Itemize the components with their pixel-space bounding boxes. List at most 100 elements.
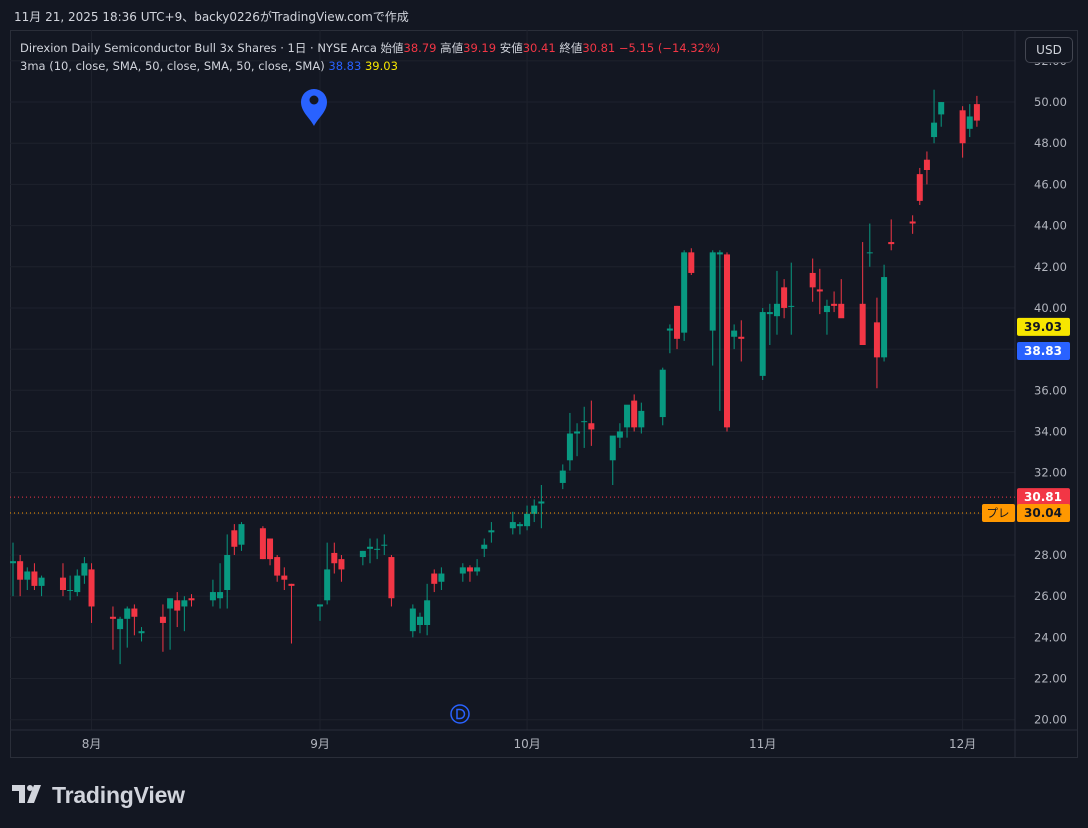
candle-body [688, 252, 695, 273]
candle-body [724, 254, 730, 428]
tradingview-brand[interactable]: TradingView [12, 782, 185, 809]
ma50-badge-bg [1017, 317, 1070, 336]
candle-body [109, 616, 116, 619]
candle-body [459, 567, 466, 574]
change-value: −5.15 (−14.32%) [618, 41, 721, 55]
x-tick-label: 10月 [513, 737, 540, 751]
candle-body [38, 577, 45, 586]
high-value: 39.19 [463, 41, 497, 55]
price-badges: 39.03 38.83 30.81 30.04 プレ [982, 317, 1070, 522]
candle-body [881, 277, 888, 358]
open-value: 38.79 [403, 41, 437, 55]
candle-body [923, 159, 930, 170]
candle-body [609, 435, 616, 461]
candle-body [716, 252, 723, 255]
candle-body [188, 598, 195, 601]
x-tick-label: 11月 [749, 737, 776, 751]
candle-body [174, 600, 181, 611]
dividend-marker-icon[interactable] [450, 704, 470, 724]
candle-body [267, 538, 274, 560]
candle-body [159, 616, 166, 623]
candle-body [866, 252, 873, 254]
candle-body [909, 221, 916, 224]
candlestick-chart[interactable]: 20.0022.0024.0026.0028.0030.0032.0034.00… [10, 30, 1078, 758]
candle-body [74, 575, 81, 593]
candle-body [409, 608, 416, 632]
candle-body [431, 573, 438, 584]
indicator-name: 3ma (10, close, SMA, 50, close, SMA, 50,… [20, 59, 325, 73]
candle-body [217, 592, 224, 599]
candle-body [167, 598, 174, 609]
location-pin-icon[interactable] [301, 89, 327, 126]
candle-body [574, 431, 581, 434]
candle-body [959, 110, 966, 144]
y-tick-label: 36.00 [1034, 383, 1067, 397]
x-tick-label: 8月 [82, 737, 102, 751]
candle-body [781, 287, 788, 308]
close-value: 30.81 [582, 41, 616, 55]
candle-body [88, 569, 95, 607]
candle-body [581, 421, 588, 423]
candle-body [674, 305, 681, 339]
dividend-letter [456, 708, 466, 720]
y-tick-label: 50.00 [1034, 95, 1067, 109]
candle-body [638, 410, 645, 428]
candle-body [709, 252, 716, 331]
candle-body [616, 431, 623, 438]
candle-body [488, 530, 495, 533]
candle-body [916, 174, 923, 201]
close-label: 終値 [559, 41, 583, 55]
y-tick-label: 22.00 [1034, 672, 1067, 686]
legend-indicator[interactable]: 3ma (10, close, SMA, 50, close, SMA, 50,… [20, 59, 398, 73]
candle-body [766, 312, 773, 315]
candle-body [681, 252, 688, 333]
candle-body [873, 322, 880, 358]
candle-body [317, 604, 324, 607]
ma10-value: 38.83 [328, 59, 362, 73]
ma10-badge-bg [1017, 342, 1070, 361]
candle-body [17, 561, 24, 580]
candle-body [759, 312, 766, 376]
candle-body [624, 404, 631, 428]
symbol-name[interactable]: Direxion Daily Semiconductor Bull 3x Sha… [20, 41, 377, 55]
ma10-badge: 38.83 [1024, 344, 1062, 358]
tradingview-logo-icon [12, 783, 46, 809]
last-price-badge-bg [1017, 488, 1070, 507]
candle-body [516, 524, 523, 527]
candle-body [631, 400, 638, 428]
premarket-tag-bg [982, 504, 1015, 522]
premarket-badge-bg [1017, 504, 1070, 522]
candle-body [973, 104, 980, 121]
candle-body [659, 369, 666, 418]
candle-body [338, 559, 345, 570]
candle-body [281, 575, 288, 580]
low-label: 安値 [499, 41, 523, 55]
high-label: 高値 [440, 41, 464, 55]
candle-body [859, 303, 866, 345]
candle-body [81, 563, 88, 576]
candle-body [131, 608, 138, 617]
last-price-badge: 30.81 [1024, 490, 1062, 504]
candle-body [931, 122, 938, 138]
candle-body [10, 561, 16, 564]
y-tick-label: 34.00 [1034, 424, 1067, 438]
open-label: 始値 [380, 41, 404, 55]
x-tick-label: 12月 [949, 737, 976, 751]
premarket-tag: プレ [987, 506, 1010, 520]
currency-button[interactable]: USD [1025, 37, 1073, 63]
candle-body [138, 631, 145, 634]
dividend-circle [450, 704, 470, 724]
y-tick-label: 24.00 [1034, 630, 1067, 644]
y-tick-label: 20.00 [1034, 713, 1067, 727]
y-tick-label: 44.00 [1034, 219, 1067, 233]
candle-body [67, 590, 74, 591]
y-tick-label: 28.00 [1034, 548, 1067, 562]
candle-body [381, 544, 388, 546]
legend-ohlc: Direxion Daily Semiconductor Bull 3x Sha… [20, 40, 720, 56]
ma50-badge: 39.03 [1024, 320, 1062, 334]
candle-body [731, 330, 738, 337]
y-tick-label: 32.00 [1034, 466, 1067, 480]
y-tick-label: 42.00 [1034, 260, 1067, 274]
candle-body [773, 303, 780, 317]
candle-body [31, 571, 38, 586]
